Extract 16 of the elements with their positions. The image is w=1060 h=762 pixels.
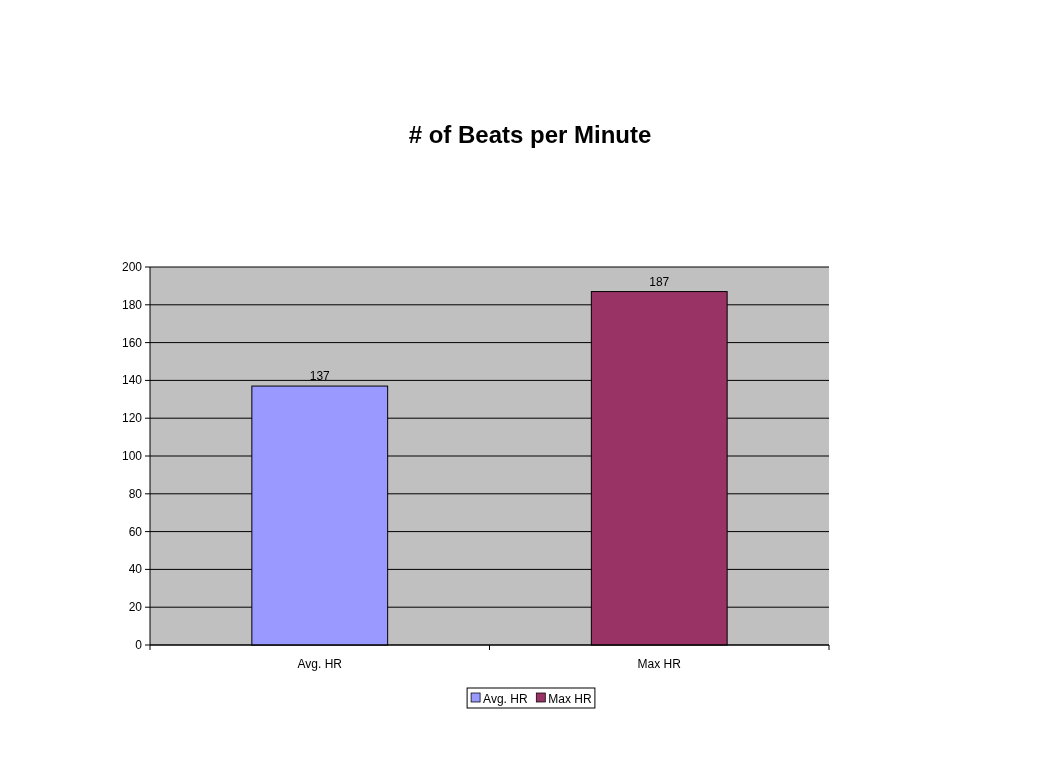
data-label: 137 [309, 369, 331, 384]
y-tick-label: 20 [128, 600, 143, 615]
y-tick-label: 180 [121, 297, 143, 312]
y-tick-label: 140 [121, 373, 143, 388]
y-tick-label: 40 [128, 562, 143, 577]
y-tick-label: 0 [135, 638, 143, 652]
y-tick-label: 60 [128, 524, 143, 539]
y-tick-label: 200 [121, 260, 143, 274]
legend-label: Max HR [548, 692, 592, 706]
y-tick-label: 160 [121, 335, 143, 350]
y-tick-label: 120 [121, 411, 143, 426]
y-tick-label: 100 [121, 449, 143, 463]
chart-title: # of Beats per Minute [408, 121, 652, 148]
y-tick-label: 80 [128, 486, 143, 501]
data-label: 187 [649, 274, 670, 289]
legend-label: Avg. HR [483, 692, 528, 706]
